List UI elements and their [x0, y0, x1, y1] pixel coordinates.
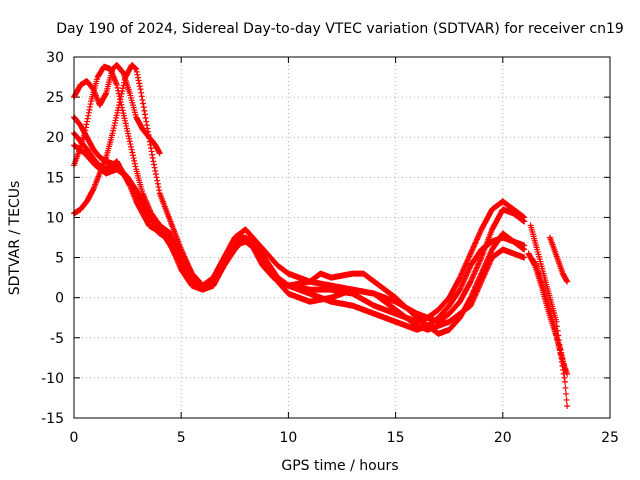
grid-lines [74, 57, 610, 418]
x-tick-labels: 0 5 10 15 20 25 [70, 430, 619, 446]
y-tick-label: 25 [46, 90, 64, 106]
y-tick-label: -10 [41, 371, 64, 387]
x-axis-label: GPS time / hours [281, 458, 398, 474]
series-markers [546, 234, 571, 285]
y-tick-label: -15 [41, 411, 64, 427]
x-tick-label: 5 [177, 430, 186, 446]
y-tick-label: 30 [46, 50, 64, 66]
y-tick-label: 20 [46, 130, 64, 146]
series-trace-9 [546, 234, 571, 285]
x-tick-label: 15 [387, 430, 405, 446]
x-tick-label: 0 [70, 430, 79, 446]
y-tick-label: 15 [46, 170, 64, 186]
data-markers [71, 62, 571, 409]
y-tick-label: 0 [55, 291, 64, 307]
y-tick-labels: -15 -10 -5 0 5 10 15 20 25 30 [41, 50, 64, 427]
series-markers [525, 250, 568, 373]
x-tick-label: 25 [601, 430, 619, 446]
y-tick-label: -5 [50, 331, 64, 347]
y-tick-label: 10 [46, 210, 64, 226]
plot-frame [73, 56, 611, 419]
chart-title: Day 190 of 2024, Sidereal Day-to-day VTE… [56, 21, 624, 37]
axis-ticks [73, 56, 611, 419]
x-tick-label: 10 [279, 430, 297, 446]
y-axis-label: SDTVAR / TECUs [7, 181, 23, 296]
x-tick-label: 20 [494, 430, 512, 446]
y-tick-label: 5 [55, 251, 64, 267]
series-trace-10 [525, 250, 568, 373]
